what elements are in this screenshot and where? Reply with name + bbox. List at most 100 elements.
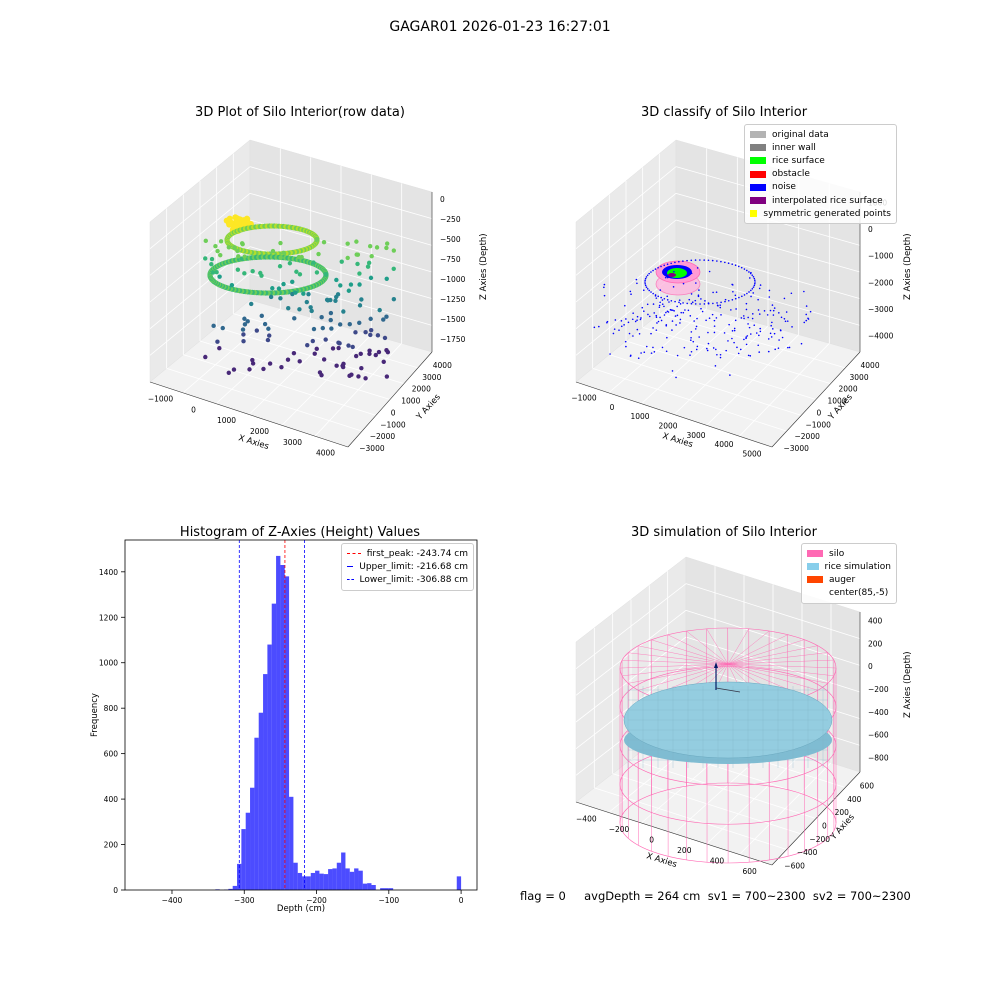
legend-entry: obstacle: [750, 168, 891, 181]
data-point: [363, 329, 368, 335]
noise-point: [723, 332, 726, 334]
y-axis-line: [771, 351, 861, 448]
y-tick-label: 200: [104, 841, 119, 850]
x-tick-label: −1000: [571, 394, 597, 403]
noise-point: [671, 309, 674, 311]
noise-point: [733, 341, 735, 344]
data-point: [367, 351, 372, 357]
noise-point: [716, 353, 718, 356]
data-point: [259, 273, 264, 278]
x-tick-label: 400: [710, 856, 725, 865]
silo-roof-line: [727, 659, 834, 665]
noise-point: [624, 340, 627, 343]
data-point: [323, 337, 328, 342]
noise-point: [743, 294, 746, 296]
x-tick-label: 2000: [250, 427, 269, 436]
noise-point: [774, 348, 776, 351]
legend-swatch: [750, 144, 766, 152]
noise-point: [679, 318, 682, 321]
legend-swatch: [750, 170, 766, 178]
z-tick-label: −2000: [868, 278, 894, 287]
gridline: [249, 166, 433, 220]
data-point: [203, 256, 208, 261]
x-tick-label: 4000: [714, 440, 733, 449]
data-point: [368, 332, 373, 338]
noise-point: [719, 353, 722, 356]
noise-point: [786, 320, 789, 322]
noise-point: [784, 320, 787, 323]
legend-swatch: [807, 590, 823, 597]
noise-point: [754, 279, 756, 282]
noise-point: [768, 289, 771, 292]
x-tick-label: 200: [677, 846, 692, 855]
noise-point: [755, 332, 758, 334]
noise-point: [742, 315, 745, 317]
silo-roof-line: [686, 630, 729, 665]
noise-point: [743, 268, 746, 270]
noise-point: [707, 259, 710, 262]
noise-point: [647, 313, 649, 316]
data-point: [297, 307, 302, 312]
histogram-bar: [362, 883, 368, 890]
histogram-bar: [284, 576, 290, 890]
panel-simulation-3d: 3D simulation of Silo Interior −400 −200 0…: [575, 525, 913, 876]
data-point: [328, 317, 333, 323]
z-tick-label: 0: [868, 662, 873, 671]
data-point: [296, 254, 302, 260]
noise-point: [688, 298, 691, 301]
z-tick-label: −1500: [440, 315, 466, 324]
noise-point: [676, 354, 679, 357]
silo-roof-line: [638, 645, 729, 665]
noise-point: [700, 298, 702, 300]
noise-point: [733, 327, 736, 330]
noise-point: [707, 302, 710, 305]
data-point: [369, 254, 374, 259]
noise-point: [644, 282, 646, 285]
data-point: [384, 347, 389, 353]
gridline: [685, 583, 861, 640]
noise-point: [666, 295, 669, 298]
noise-point: [623, 324, 625, 326]
noise-point: [735, 308, 737, 310]
noise-point: [652, 303, 655, 305]
auger-tip: [714, 662, 718, 668]
noise-point: [673, 270, 675, 273]
data-point: [276, 286, 282, 291]
legend-entry: original data: [750, 128, 891, 141]
histogram-bar: [245, 812, 251, 890]
noise-point: [695, 282, 697, 284]
z-tick-label: 400: [868, 616, 883, 625]
data-point: [391, 266, 396, 271]
data-point: [319, 315, 324, 320]
noise-point: [731, 298, 734, 301]
data-point: [242, 254, 247, 259]
noise-point: [694, 328, 697, 330]
y-tick-label: −400: [797, 848, 818, 857]
legend-histogram: first_peak: -243.74 cm Upper_limit: -216…: [341, 543, 474, 591]
noise-point: [747, 316, 749, 319]
noise-point: [749, 272, 752, 275]
y-tick-label: 1000: [828, 397, 847, 406]
data-point: [267, 333, 272, 338]
noise-point: [656, 322, 658, 324]
noise-point: [759, 330, 762, 333]
data-point: [382, 335, 388, 341]
noise-point: [805, 319, 808, 322]
z-tick-label: 0: [868, 225, 873, 234]
gridline: [659, 313, 846, 369]
z-tick-label: 0: [440, 195, 445, 204]
noise-point: [759, 284, 762, 286]
noise-point: [743, 317, 745, 320]
noise-point: [720, 314, 722, 316]
data-point: [226, 370, 231, 376]
noise-point: [692, 340, 695, 343]
data-point: [235, 267, 241, 272]
noise-point: [653, 312, 656, 314]
noise-point: [629, 354, 632, 357]
data-point: [266, 326, 271, 331]
legend-label: symmetric generated points: [763, 208, 891, 219]
noise-point: [660, 319, 663, 322]
noise-point: [658, 306, 661, 309]
data-point: [247, 367, 252, 372]
legend-label: original data: [772, 129, 829, 140]
